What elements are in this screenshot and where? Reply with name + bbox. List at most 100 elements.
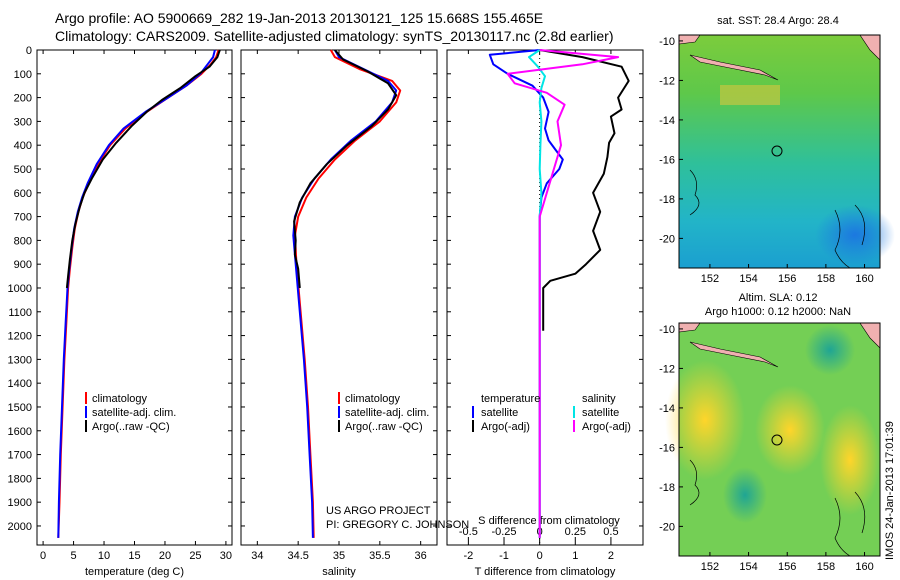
legend-t-argo: Argo(-adj) [481,421,530,433]
legend-satellite: satellite-adj. clim. [92,407,176,419]
y-tick-label: 1300 [8,354,32,366]
y-tick-label: 1900 [8,497,32,509]
sla-low-north [805,325,855,375]
y-tick-label: 200 [14,93,32,105]
legend-argo: Argo(..raw -QC) [345,421,423,433]
salinity-series-line [293,49,398,289]
sal-legend: climatology satellite-adj. clim. Argo(..… [338,392,429,433]
x-tick-label: 0 [537,550,543,562]
x-tick-label: 35 [333,550,345,562]
x-tick-label: 0 [40,550,46,562]
sla-contour-3 [854,491,866,534]
x-tick-label: -1 [499,550,509,562]
x-tick-label: 34 [251,550,263,562]
y-tick-label: 1200 [8,331,32,343]
temperature-series-line [57,49,216,538]
x-tick-label: 1 [572,550,578,562]
y-tick-label: 700 [14,212,32,224]
diff-legend: temperature satellite Argo(-adj) salinit… [472,393,631,433]
y-tick-label: 500 [14,164,32,176]
x-axis-label: salinity [322,566,356,578]
map-y-tick-label: -14 [659,115,675,127]
sst-map-title: sat. SST: 28.4 Argo: 28.4 [717,15,839,27]
salinity-series-line [292,49,398,538]
sla-high-west [665,360,745,480]
map-x-tick-label: 158 [817,273,835,285]
sla-map [665,322,881,557]
sst-land-new-guinea [689,54,779,81]
sst-map-frame [678,34,881,269]
map-y-tick-label: -12 [659,363,675,375]
sst-contour-1 [689,169,700,216]
y-tick-label: 900 [14,259,32,271]
y-tick-label: 1100 [8,307,32,319]
map-x-tick-label: 154 [739,561,757,573]
temperature-series-line [57,49,220,538]
y-tick-label: 1600 [8,426,32,438]
difference-series-line [488,49,564,538]
sla-map-subtitle: Argo h1000: 0.12 h2000: NaN [705,306,851,318]
map-y-tick-label: -20 [659,521,675,533]
map-y-tick-label: -10 [659,36,675,48]
x-axis-label: temperature (deg C) [85,566,184,578]
difference-series-line [528,49,546,538]
sst-contour-2 [834,209,851,269]
s-axis-label: S difference from climatology [478,515,620,527]
y-tick-label: 1500 [8,402,32,414]
sla-argo-marker [771,434,783,446]
y-tick-label: 0 [26,45,32,57]
map-x-tick-label: 156 [778,561,796,573]
y-tick-label: 300 [14,116,32,128]
x-tick-label: 30 [220,550,232,562]
map-y-tick-label: -16 [659,154,675,166]
map-y-tick-label: -18 [659,194,675,206]
legend-t-satellite: satellite [481,407,518,419]
x-tick-label: 20 [159,550,171,562]
x-tick-label: -2 [463,550,473,562]
legend-satellite: satellite-adj. clim. [345,407,429,419]
legend-climatology: climatology [92,393,148,405]
map-y-tick-label: -16 [659,442,675,454]
profile-title: Argo profile: AO 5900669_282 19-Jan-2013… [55,10,544,26]
credit-project: US ARGO PROJECT [326,505,431,517]
y-tick-label: 1000 [8,283,32,295]
credit-pi: PI: GREGORY C. JOHNSON [326,519,469,531]
y-tick-label: 1700 [8,450,32,462]
y-tick-label: 2000 [8,521,32,533]
sla-high-center [755,385,825,475]
legend-climatology: climatology [345,393,401,405]
temperature-series-line [65,49,221,289]
sst-map [678,34,895,269]
salinity-frame [240,49,438,546]
sla-contour-1 [689,459,700,506]
map-x-tick-label: 154 [739,273,757,285]
map-x-tick-label: 152 [701,273,719,285]
sst-cool-patch [815,205,895,265]
sst-argo-marker [771,145,783,157]
map-x-tick-label: 158 [817,561,835,573]
map-x-tick-label: 152 [701,561,719,573]
s-tick-label: 0.25 [565,526,586,538]
x-tick-label: 10 [98,550,110,562]
difference-series-line [539,49,630,331]
y-tick-label: 400 [14,140,32,152]
map-y-tick-label: -20 [659,233,675,245]
s-tick-label: 0.5 [603,526,618,538]
chart-layer: 0100200300400500600700800900100011001200… [8,36,874,578]
x-tick-label: 5 [71,550,77,562]
map-x-tick-label: 156 [778,273,796,285]
x-axis-label: T difference from climatology [475,566,616,578]
sla-low-patch [723,467,767,523]
s-tick-label: -0.25 [491,526,516,538]
difference-series-line [506,49,620,538]
y-tick-label: 800 [14,235,32,247]
map-y-tick-label: -18 [659,482,675,494]
map-y-tick-label: -10 [659,324,675,336]
y-tick-label: 1800 [8,473,32,485]
sst-contour-3 [854,204,866,246]
sst-warm-patch [720,85,780,105]
timestamp-stamp: IMOS 24-Jan-2013 17:01:39 [884,421,896,560]
map-x-tick-label: 160 [855,561,873,573]
legend-s-argo: Argo(-adj) [582,421,631,433]
